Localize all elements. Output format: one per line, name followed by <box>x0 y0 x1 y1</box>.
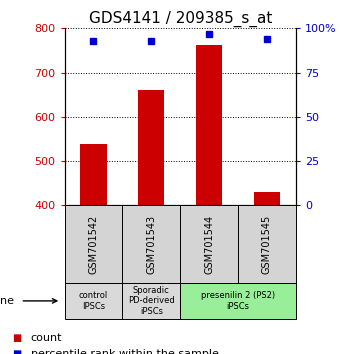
Text: ■: ■ <box>12 333 22 343</box>
Text: GSM701543: GSM701543 <box>146 215 156 274</box>
Text: GSM701544: GSM701544 <box>204 215 214 274</box>
Bar <box>254 192 280 205</box>
Bar <box>81 144 106 205</box>
Text: control
IPSCs: control IPSCs <box>79 291 108 310</box>
Bar <box>196 45 222 205</box>
Text: ■: ■ <box>12 349 22 354</box>
Text: count: count <box>31 333 62 343</box>
Title: GDS4141 / 209385_s_at: GDS4141 / 209385_s_at <box>88 11 272 27</box>
Text: Sporadic
PD-derived
iPSCs: Sporadic PD-derived iPSCs <box>128 286 175 316</box>
Text: GSM701542: GSM701542 <box>88 215 99 274</box>
Bar <box>138 90 164 205</box>
Text: presenilin 2 (PS2)
iPSCs: presenilin 2 (PS2) iPSCs <box>201 291 275 310</box>
Text: GSM701545: GSM701545 <box>262 215 272 274</box>
Text: cell line: cell line <box>0 296 14 306</box>
Text: percentile rank within the sample: percentile rank within the sample <box>31 349 219 354</box>
